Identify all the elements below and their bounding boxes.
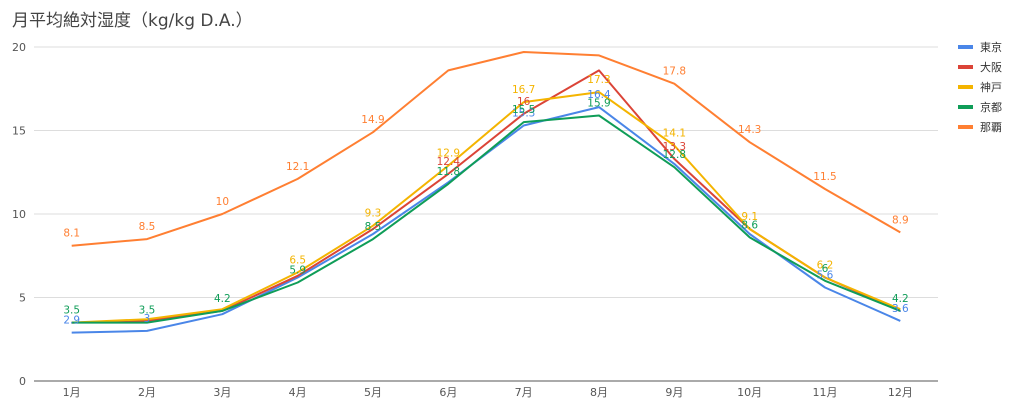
data-label: 3.5	[63, 305, 80, 317]
series-line-3	[71, 114, 901, 324]
legend-item[interactable]: 神戸	[958, 80, 1002, 94]
series-lines	[71, 51, 901, 334]
legend-swatch	[958, 85, 973, 89]
x-tick-label: 12月	[888, 386, 913, 399]
x-tick-label: 6月	[439, 386, 457, 399]
data-label: 17.3	[587, 74, 610, 86]
data-label: 15.5	[512, 104, 535, 116]
data-label: 11.5	[813, 171, 836, 183]
data-label: 10	[216, 196, 229, 208]
data-label: 8.9	[892, 214, 909, 226]
data-label: 9.1	[741, 211, 758, 223]
x-tick-label: 8月	[590, 386, 608, 399]
legend-label: 京都	[980, 100, 1002, 114]
data-labels: 2.9 3 15.3 16.4 5.6 3.6 12.4 16 13.3 6.5 9.3 12.9 16…	[63, 66, 909, 327]
data-label: 17.8	[663, 66, 686, 78]
series-line-4	[71, 51, 901, 247]
data-label: 2.9	[63, 315, 80, 327]
x-tick-label: 5月	[364, 386, 382, 399]
data-label: 6.5	[289, 254, 306, 266]
data-label: 3.5	[139, 305, 156, 317]
y-tick-label: 15	[12, 125, 26, 138]
legend-swatch	[958, 45, 973, 49]
data-label: 13.3	[663, 141, 686, 153]
data-label: 6	[822, 263, 829, 275]
legend-swatch	[958, 105, 973, 109]
series-line-0	[71, 106, 901, 334]
data-label: 16.7	[512, 84, 535, 96]
x-tick-label: 10月	[737, 386, 762, 399]
data-label: 3.6	[892, 303, 909, 315]
data-label: 14.9	[361, 114, 384, 126]
y-tick-label: 0	[19, 375, 26, 388]
data-label: 9.3	[365, 208, 382, 220]
legend-swatch	[958, 125, 973, 129]
data-label: 8.5	[139, 221, 156, 233]
y-tick-label: 10	[12, 208, 26, 221]
x-tick-label: 11月	[813, 386, 838, 399]
data-label: 4.2	[892, 293, 909, 305]
y-tick-label: 5	[19, 292, 26, 305]
data-label: 6.2	[817, 259, 834, 271]
data-label: 15.9	[587, 97, 610, 109]
legend-label: 大阪	[980, 60, 1002, 74]
data-label: 3	[144, 313, 151, 325]
legend-swatch	[958, 65, 973, 69]
data-label: 8.5	[365, 221, 382, 233]
legend-item[interactable]: 東京	[958, 40, 1002, 54]
x-tick-label: 3月	[213, 386, 231, 399]
gridlines	[34, 46, 938, 382]
data-label: 16	[517, 96, 531, 108]
legend-item[interactable]: 大阪	[958, 60, 1002, 74]
x-tick-label: 9月	[665, 386, 683, 399]
data-label: 12.1	[286, 161, 309, 173]
data-label: 5.9	[289, 264, 306, 276]
data-label: 4.2	[214, 293, 231, 305]
data-label: 8.1	[63, 228, 80, 240]
data-label: 12.9	[437, 148, 460, 160]
axis-labels: 0 5 10 15 20 1月 2月 3月 4月 5月 6月 7月 8月 9月 10月 11月 12月	[12, 41, 913, 399]
data-label: 11.8	[437, 166, 460, 178]
chart-title: 月平均絶対湿度（kg/kg D.A.）	[12, 11, 253, 31]
data-label: 12.8	[663, 149, 686, 161]
data-label: 14.1	[663, 128, 686, 140]
series-line-1	[71, 69, 901, 324]
legend-label: 神戸	[980, 80, 1002, 94]
x-tick-label: 4月	[289, 386, 307, 399]
series-line-2	[71, 91, 901, 324]
legend-item[interactable]: 那覇	[958, 121, 1002, 134]
legend-label: 東京	[980, 40, 1002, 54]
data-label: 5.6	[817, 269, 834, 281]
data-label: 8.6	[741, 219, 758, 231]
data-label: 14.3	[738, 124, 761, 136]
x-tick-label: 7月	[515, 386, 533, 399]
y-tick-label: 20	[12, 41, 26, 54]
x-tick-label: 2月	[138, 386, 156, 399]
data-label: 15.3	[512, 107, 535, 119]
data-label: 12.4	[437, 156, 461, 168]
x-tick-label: 1月	[63, 386, 81, 399]
data-label: 16.4	[587, 89, 611, 101]
legend-item[interactable]: 京都	[958, 100, 1002, 114]
legend-label: 那覇	[980, 121, 1002, 134]
